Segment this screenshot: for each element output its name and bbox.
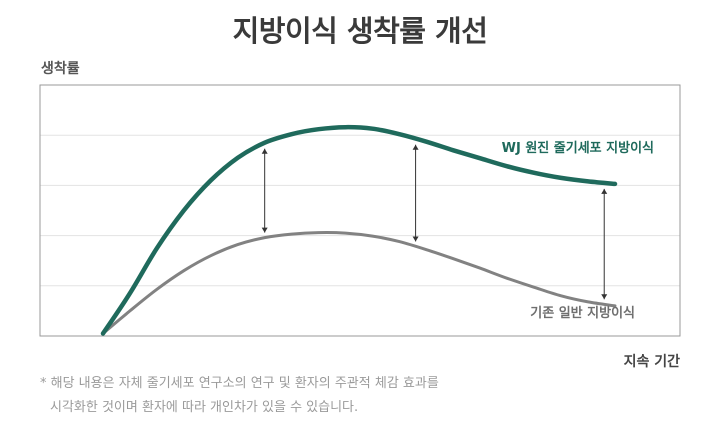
series-line-conventional xyxy=(101,231,617,335)
series-label-conventional: 기존 일반 지방이식 xyxy=(530,305,635,321)
y-axis-label: 생착률 xyxy=(41,61,80,77)
difference-arrow xyxy=(601,188,608,300)
page-title: 지방이식 생착률 개선 xyxy=(232,14,488,48)
footnote-line-2: 시각화한 것이며 환자에 따라 개인차가 있을 수 있습니다. xyxy=(50,400,359,415)
series-line-wj xyxy=(100,124,618,336)
gridlines xyxy=(40,134,680,287)
plot-frame xyxy=(39,84,681,337)
difference-arrows xyxy=(261,144,608,300)
difference-arrow xyxy=(412,144,419,242)
footnote-line-1: * 해당 내용은 자체 줄기세포 연구소의 연구 및 환자의 주관적 체감 효과… xyxy=(40,376,439,391)
footnote: * 해당 내용은 자체 줄기세포 연구소의 연구 및 환자의 주관적 체감 효과… xyxy=(40,372,439,420)
series-label-wj: WJ 원진 줄기세포 지방이식 xyxy=(502,140,654,156)
difference-arrow xyxy=(261,148,268,233)
x-axis-label: 지속 기간 xyxy=(623,354,680,370)
